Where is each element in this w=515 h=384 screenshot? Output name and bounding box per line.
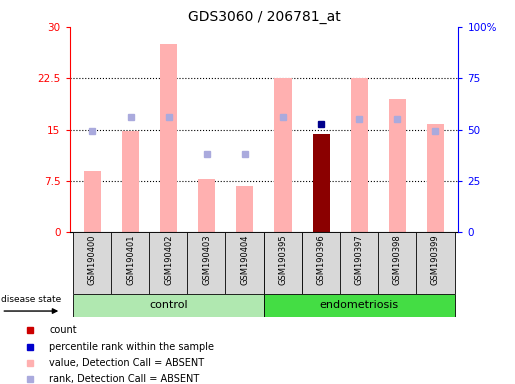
Bar <box>236 186 253 232</box>
Text: GSM190401: GSM190401 <box>126 234 135 285</box>
Bar <box>187 232 226 294</box>
Bar <box>378 232 417 294</box>
Bar <box>198 179 215 232</box>
Text: GSM190395: GSM190395 <box>279 234 287 285</box>
Text: percentile rank within the sample: percentile rank within the sample <box>49 342 214 352</box>
Text: GSM190396: GSM190396 <box>317 234 325 285</box>
Bar <box>73 232 112 294</box>
Text: rank, Detection Call = ABSENT: rank, Detection Call = ABSENT <box>49 374 199 384</box>
Bar <box>427 124 444 232</box>
Bar <box>416 232 455 294</box>
Bar <box>264 232 302 294</box>
Text: GSM190402: GSM190402 <box>164 234 173 285</box>
Text: GSM190403: GSM190403 <box>202 234 211 285</box>
Text: GSM190397: GSM190397 <box>355 234 364 285</box>
Title: GDS3060 / 206781_at: GDS3060 / 206781_at <box>187 10 340 25</box>
Bar <box>111 232 150 294</box>
Bar <box>264 294 455 317</box>
Text: GSM190400: GSM190400 <box>88 234 97 285</box>
Text: GSM190404: GSM190404 <box>241 234 249 285</box>
Text: count: count <box>49 326 77 336</box>
Text: value, Detection Call = ABSENT: value, Detection Call = ABSENT <box>49 358 204 368</box>
Text: GSM190398: GSM190398 <box>393 234 402 285</box>
Bar <box>274 78 291 232</box>
Bar <box>313 134 330 232</box>
Bar <box>160 44 177 232</box>
Bar <box>84 170 101 232</box>
Bar <box>149 232 188 294</box>
Bar <box>340 232 379 294</box>
Text: control: control <box>149 300 188 310</box>
Text: disease state: disease state <box>2 295 62 304</box>
Bar <box>351 78 368 232</box>
Text: endometriosis: endometriosis <box>320 300 399 310</box>
Bar <box>122 131 139 232</box>
Text: GSM190399: GSM190399 <box>431 234 440 285</box>
Bar <box>389 99 406 232</box>
Bar <box>226 232 264 294</box>
Bar <box>302 232 340 294</box>
Bar <box>73 294 264 317</box>
